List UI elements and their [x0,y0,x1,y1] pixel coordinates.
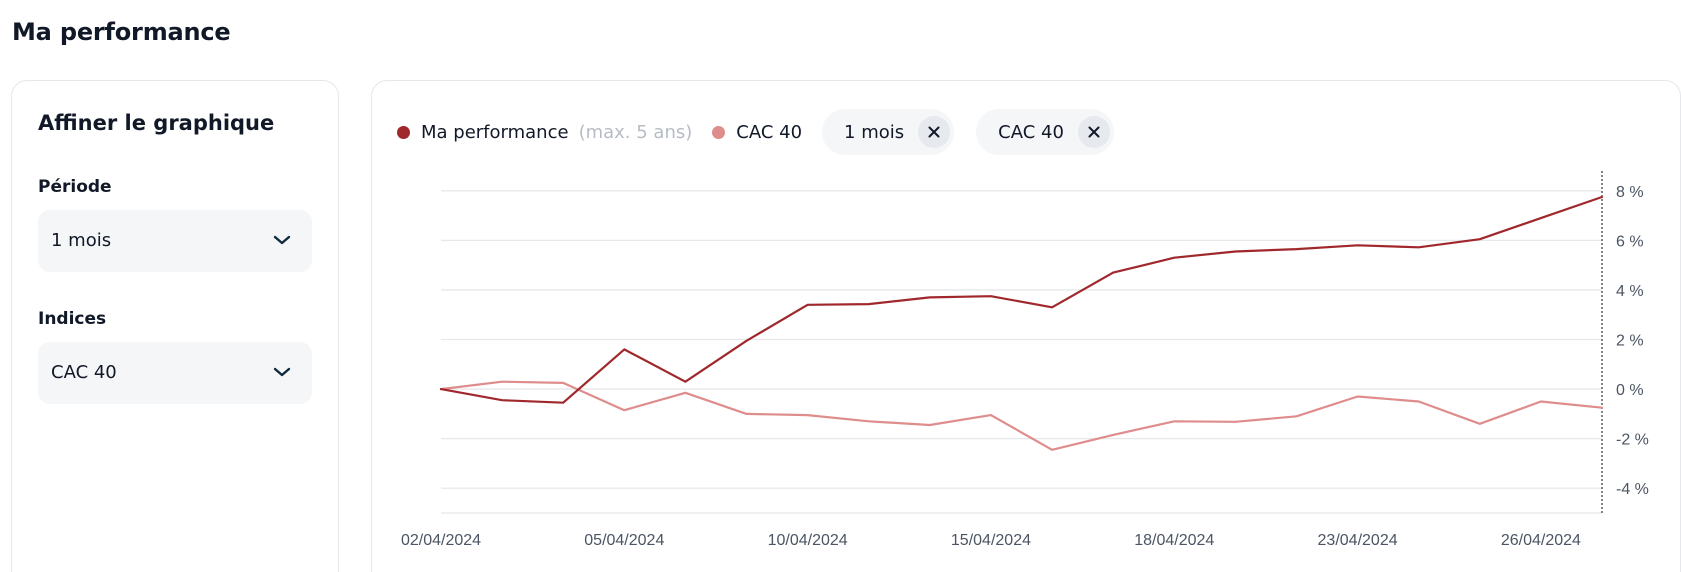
x-tick-label: 23/04/2024 [1318,532,1398,549]
legend-dot-icon [712,125,726,139]
chip-indice-label: CAC 40 [998,121,1064,143]
performance-chart: -4 % -2 % 0 % 2 % 4 % 6 % 8 % 02/04/2024 05/04/2… [401,171,1649,549]
x-tick-label: 15/04/2024 [951,532,1031,549]
series-line-cac40 [439,380,1604,451]
legend-dot-icon [397,125,410,139]
y-tick-label: -4 % [1616,481,1649,498]
page-title: Ma performance [12,18,231,46]
indices-label: Indices [38,309,107,329]
legend-label-ma-performance: Ma performance [421,121,569,143]
legend-item-cac40: CAC 40 [712,122,802,143]
indices-select[interactable]: CAC 40 [38,342,312,404]
y-tick-label: 6 % [1616,233,1644,250]
y-tick-label: -2 % [1616,432,1649,449]
periode-select[interactable]: 1 mois [38,210,312,272]
indices-select-value: CAC 40 [51,362,117,383]
x-tick-label: 26/04/2024 [1501,532,1581,549]
close-icon [928,126,940,138]
chevron-down-icon [273,367,291,377]
periode-select-value: 1 mois [51,230,112,251]
close-icon [1088,126,1100,138]
chip-periode: 1 mois [822,109,955,155]
chevron-down-icon [273,235,291,245]
legend-note: (max. 5 ans) [578,121,693,143]
remove-periode-button[interactable] [918,116,951,148]
y-tick-label: 2 % [1616,333,1644,350]
series-line-ma-performance [439,195,1604,404]
x-tick-label: 02/04/2024 [401,532,481,549]
chart-card: -4 % -2 % 0 % 2 % 4 % 6 % 8 % 02/04/2024 05/04/2… [371,80,1681,572]
y-tick-label: 8 % [1616,184,1644,201]
chip-periode-label: 1 mois [844,121,905,143]
x-tick-label: 10/04/2024 [768,532,848,549]
chart-legend: Ma performance (max. 5 ans) CAC 40 1 moi… [397,109,1136,155]
y-tick-label: 0 % [1616,382,1644,399]
x-tick-label: 18/04/2024 [1134,532,1214,549]
remove-indice-button[interactable] [1077,116,1110,148]
y-tick-label: 4 % [1616,283,1644,300]
legend-label-cac40: CAC 40 [736,121,803,143]
periode-label: Période [38,177,112,197]
x-tick-label: 05/04/2024 [584,532,664,549]
filter-panel-title: Affiner le graphique [38,111,275,135]
filter-panel: Affiner le graphique Période 1 mois Indi… [11,80,339,572]
legend-item-ma-performance: Ma performance (max. 5 ans) [397,122,692,143]
chip-indice: CAC 40 [976,109,1114,155]
